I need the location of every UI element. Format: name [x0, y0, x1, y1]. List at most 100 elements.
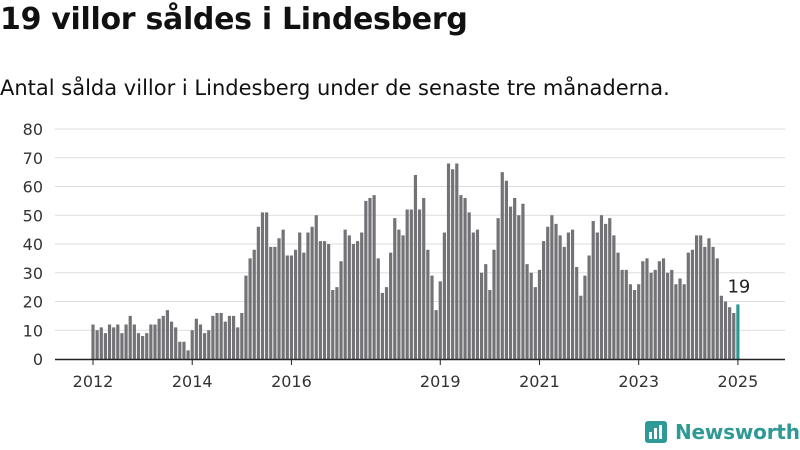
bar — [723, 301, 728, 359]
bar — [149, 324, 153, 359]
bar — [145, 333, 149, 360]
bar — [153, 324, 157, 359]
bar — [380, 292, 384, 360]
bar — [248, 258, 252, 360]
bar — [484, 264, 488, 360]
bar — [500, 172, 504, 360]
bar — [632, 290, 637, 359]
bar — [236, 327, 240, 360]
bar — [637, 284, 641, 359]
bar — [612, 235, 616, 360]
bar — [211, 315, 215, 360]
bar — [397, 229, 401, 360]
bar — [318, 241, 322, 360]
y-tick-label: 70 — [23, 149, 43, 168]
bar-highlighted — [736, 304, 740, 360]
bar — [360, 232, 364, 359]
bar — [376, 258, 380, 360]
bar — [422, 198, 426, 359]
bar — [327, 244, 331, 359]
bar — [368, 198, 372, 359]
bar — [409, 209, 413, 359]
bar — [653, 269, 657, 360]
bar — [566, 232, 571, 359]
bar — [389, 252, 393, 360]
bar — [451, 169, 455, 359]
bar — [595, 232, 599, 359]
bar — [529, 272, 533, 359]
bar — [223, 321, 227, 360]
bar — [273, 246, 277, 360]
bar — [438, 281, 442, 360]
bar — [521, 203, 525, 359]
bar — [570, 229, 575, 360]
bar — [401, 235, 405, 360]
bar — [645, 258, 649, 360]
bar — [608, 218, 612, 360]
bar — [269, 246, 273, 360]
bar — [198, 324, 203, 359]
bar — [620, 269, 624, 360]
y-tick-label: 40 — [23, 235, 43, 254]
y-tick-label: 80 — [23, 120, 43, 139]
bar — [256, 226, 260, 359]
bar — [331, 290, 335, 359]
bar — [475, 229, 480, 360]
data-label-latest: 19 — [727, 276, 750, 297]
bar — [322, 241, 327, 360]
bar — [203, 333, 207, 360]
bar — [719, 295, 723, 359]
bar — [124, 324, 128, 359]
bar — [430, 275, 434, 360]
bar — [215, 313, 219, 359]
bar — [459, 195, 463, 360]
bar — [178, 341, 182, 359]
bar — [488, 290, 492, 359]
bar — [446, 163, 451, 359]
bar — [624, 269, 628, 360]
bar — [575, 267, 579, 359]
y-tick-label: 50 — [23, 206, 43, 225]
bar — [252, 249, 256, 359]
x-tick-label: 2012 — [73, 372, 114, 391]
bar — [260, 212, 265, 360]
bar — [355, 241, 360, 360]
bar — [616, 252, 620, 360]
bar — [455, 163, 459, 359]
bar — [293, 249, 298, 359]
bar — [587, 255, 591, 359]
bar — [91, 324, 95, 359]
y-tick-label: 20 — [23, 293, 43, 312]
data-labels: 19 — [727, 276, 750, 297]
brand-name: Newsworthy — [675, 420, 800, 444]
bar — [463, 198, 467, 359]
bar — [335, 287, 339, 360]
bar — [492, 249, 496, 359]
bar — [161, 315, 165, 360]
bar — [174, 327, 178, 360]
bar — [277, 238, 281, 359]
bar — [434, 310, 438, 360]
bar — [641, 261, 645, 359]
bar — [517, 215, 521, 359]
bar — [682, 284, 686, 359]
bar — [707, 238, 711, 359]
bar — [715, 258, 719, 360]
bar — [95, 330, 99, 359]
bar — [99, 327, 103, 360]
bar — [599, 215, 604, 359]
bar — [628, 284, 633, 359]
newsworthy-logo-icon — [645, 421, 667, 443]
bar — [413, 175, 418, 359]
chart-subtitle: Antal sålda villor i Lindesberg under de… — [0, 76, 670, 100]
bar — [343, 229, 347, 360]
x-tick-label: 2014 — [172, 372, 213, 391]
bar — [480, 272, 484, 359]
bar — [649, 272, 653, 359]
bar — [128, 315, 132, 360]
bars — [91, 163, 740, 360]
bar — [351, 244, 356, 359]
chart-title: 19 villor såldes i Lindesberg — [0, 2, 468, 37]
bar — [112, 327, 116, 360]
bar — [231, 315, 236, 360]
